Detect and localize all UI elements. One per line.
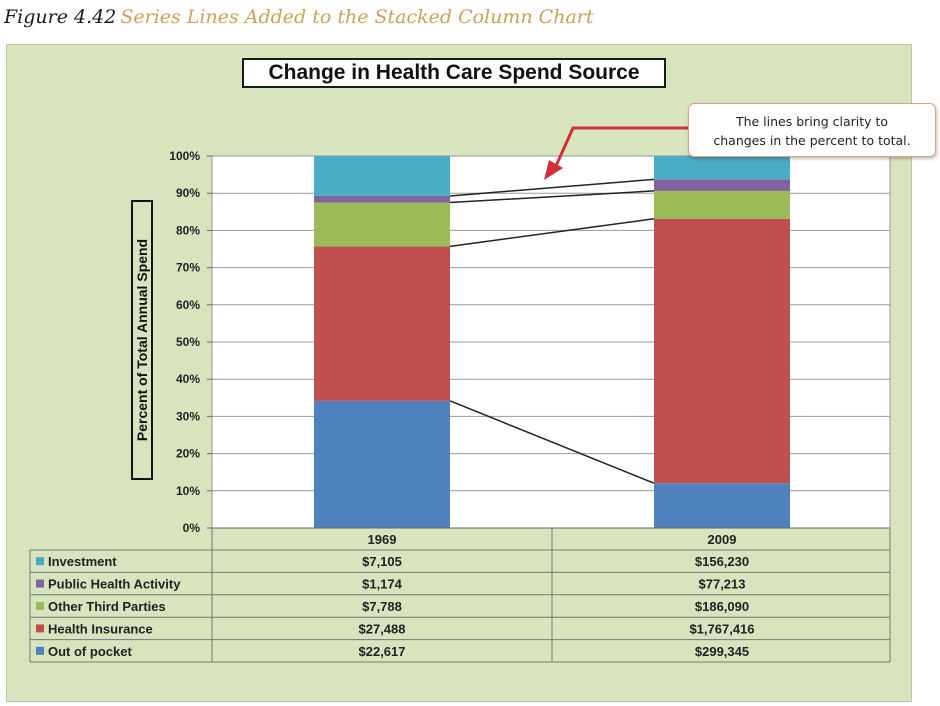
bar-segment: [314, 246, 450, 401]
legend-label: Out of pocket: [48, 644, 132, 659]
callout-arrow-head: [544, 160, 563, 180]
series-line: [449, 190, 655, 204]
legend-label: Investment: [48, 554, 117, 569]
bar-segment: [314, 400, 450, 528]
table-value: $7,788: [362, 599, 402, 614]
legend-key: [36, 579, 44, 588]
x-category-label: 1969: [368, 532, 397, 547]
table-value: $156,230: [695, 554, 749, 569]
y-tick-label: 40%: [176, 372, 200, 386]
y-tick-label: 70%: [176, 261, 200, 275]
legend-label: Public Health Activity: [48, 577, 181, 592]
y-tick-label: 90%: [176, 186, 200, 200]
legend-key: [36, 624, 44, 633]
table-value: $1,767,416: [689, 621, 754, 636]
y-tick-label: 60%: [176, 298, 200, 312]
series-line: [449, 178, 655, 197]
series-line: [449, 218, 655, 248]
bar-segment: [654, 190, 790, 219]
y-tick-label: 100%: [169, 149, 200, 163]
bar-segment: [654, 156, 790, 180]
bar-segment: [314, 202, 450, 247]
figure-number: Figure 4.42: [4, 6, 117, 28]
callout-line-1: The lines bring clarity to: [735, 114, 889, 129]
bar-segment: [654, 483, 790, 528]
legend-key: [36, 602, 44, 610]
y-axis-label: Percent of Total Annual Spend: [131, 200, 153, 480]
bar-segment: [654, 218, 790, 484]
bar-segment: [314, 156, 450, 196]
legend-label: Other Third Parties: [48, 599, 166, 614]
legend-label: Health Insurance: [48, 621, 153, 636]
chart-title: Change in Health Care Spend Source: [242, 58, 666, 88]
figure-caption-text: Series Lines Added to the Stacked Column…: [120, 6, 594, 28]
y-tick-label: 20%: [176, 447, 200, 461]
bar-segment: [314, 195, 450, 203]
series-line: [449, 400, 655, 484]
legend-key: [36, 557, 44, 566]
table-value: $22,617: [359, 644, 406, 659]
legend-key: [36, 646, 44, 655]
table-value: $27,488: [359, 621, 406, 636]
callout-box: The lines bring clarity to changes in th…: [688, 103, 936, 157]
y-tick-label: 50%: [176, 335, 200, 349]
table-value: $186,090: [695, 599, 749, 614]
x-category-label: 2009: [708, 532, 737, 547]
y-tick-label: 10%: [176, 484, 200, 498]
table-value: $7,105: [362, 554, 402, 569]
y-tick-label: 30%: [176, 409, 200, 423]
y-tick-label: 0%: [183, 521, 201, 535]
bar-segment: [654, 179, 790, 191]
callout-arrow-line: [554, 126, 688, 167]
table-value: $299,345: [695, 644, 749, 659]
table-value: $1,174: [362, 577, 403, 592]
figure-caption: Figure 4.42 Series Lines Added to the Sta…: [4, 6, 594, 28]
callout-line-2: changes in the percent to total.: [713, 133, 911, 148]
table-value: $77,213: [699, 577, 746, 592]
y-tick-label: 80%: [176, 223, 200, 237]
